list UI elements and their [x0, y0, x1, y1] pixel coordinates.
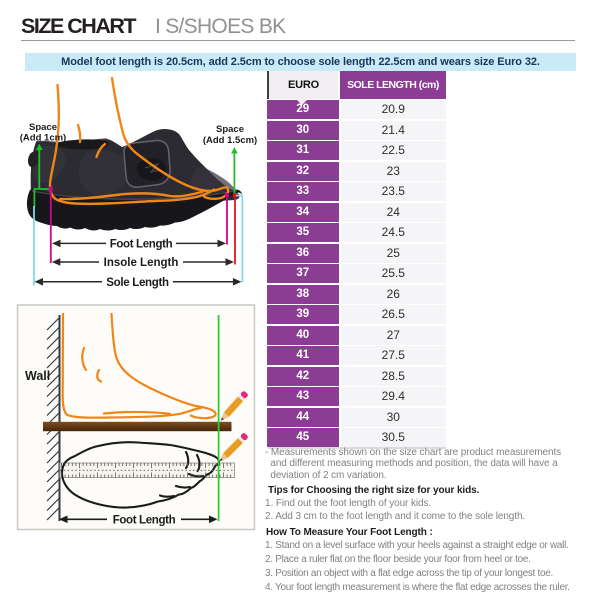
svg-text:Insole Length: Insole Length	[104, 257, 179, 269]
svg-text:Sole Length: Sole Length	[106, 277, 169, 289]
svg-text:Space: Space	[29, 122, 57, 133]
svg-text:(Add 1cm): (Add 1cm)	[20, 133, 66, 144]
svg-text:Foot Length: Foot Length	[113, 515, 176, 527]
svg-text:(Add 1.5cm): (Add 1.5cm)	[203, 135, 257, 146]
svg-text:Wall: Wall	[25, 369, 50, 383]
svg-text:Foot Length: Foot Length	[110, 239, 173, 251]
svg-text:Space: Space	[216, 124, 244, 135]
